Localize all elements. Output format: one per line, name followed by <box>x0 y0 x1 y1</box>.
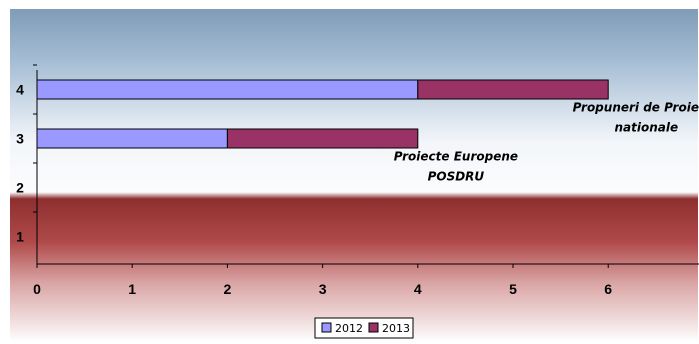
y-tick-label: 3 <box>16 131 24 147</box>
x-tick-label: 4 <box>414 281 422 297</box>
y-tick-label: 1 <box>16 229 24 245</box>
bar-2012-4 <box>36 79 419 100</box>
bar-2013-3 <box>226 128 419 149</box>
chart-background <box>10 9 698 342</box>
bar-2013-4 <box>417 79 609 100</box>
legend-swatch-2012 <box>321 322 332 333</box>
legend-label-2012: 2012 <box>335 322 363 335</box>
legend-label-2013: 2013 <box>382 322 410 335</box>
y-tick-label: 4 <box>16 82 24 98</box>
x-tick-label: 0 <box>33 281 41 297</box>
x-tick-label: 3 <box>319 281 327 297</box>
x-tick-label: 6 <box>604 281 612 297</box>
x-tick-label: 1 <box>128 281 136 297</box>
plot-area: 0 1 2 3 4 5 6 1 2 3 4 Propuneri de Proiecte national… <box>16 64 699 297</box>
legend-swatch-2013 <box>368 322 379 333</box>
annotation-1-line-0: Proiecte Europene <box>394 150 518 164</box>
annotation-0-line-0: Propuneri de Proiecte <box>573 101 699 115</box>
x-tick-label: 5 <box>509 281 517 297</box>
legend: 2012 2013 <box>314 317 414 339</box>
x-tick-label: 2 <box>224 281 232 297</box>
bar-2012-3 <box>36 128 228 149</box>
annotation-0-line-1: nationale <box>614 121 678 135</box>
legend-box <box>314 317 414 339</box>
annotation-1-line-1: POSDRU <box>428 170 485 184</box>
y-tick-label: 2 <box>16 180 24 196</box>
